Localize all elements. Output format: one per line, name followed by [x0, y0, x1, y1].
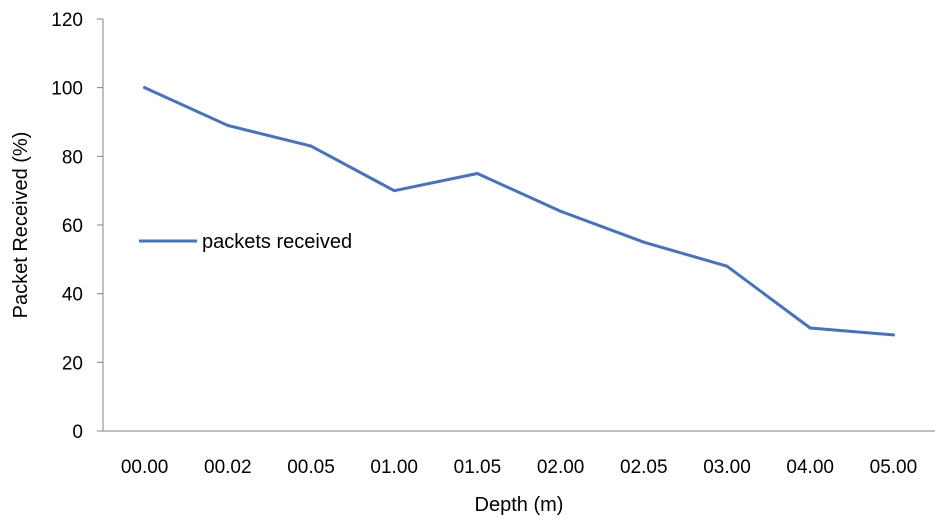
x-tick-label: 00.00: [121, 457, 169, 478]
x-tick-label: 05.00: [870, 457, 918, 478]
x-tick-label: 01.05: [454, 457, 502, 478]
y-tick-label: 0: [72, 422, 83, 443]
y-tick-label: 100: [51, 79, 83, 100]
x-axis-ticks: 00.00 00.02 00.05 01.00 01.05 02.00 02.05 03.00…: [121, 457, 917, 478]
y-tick-label: 40: [62, 285, 83, 306]
x-tick-label: 03.00: [703, 457, 751, 478]
y-axis-ticks: 0 20 40 60 80 100 120: [51, 10, 103, 443]
data-point: [226, 123, 230, 127]
data-point: [559, 209, 563, 213]
data-point: [725, 264, 729, 268]
series-line-packets-received: [143, 86, 895, 337]
data-point: [392, 189, 396, 193]
data-point: [891, 333, 895, 337]
axes: [102, 19, 935, 432]
x-axis-title: Depth (m): [475, 494, 564, 516]
data-point: [143, 86, 147, 90]
y-tick-label: 80: [62, 147, 83, 168]
x-tick-label: 01.00: [370, 457, 418, 478]
data-point: [309, 144, 313, 148]
x-tick-label: 00.05: [287, 457, 335, 478]
y-axis-title: Packet Received (%): [10, 132, 32, 319]
data-point: [808, 326, 812, 330]
y-tick-label: 20: [62, 353, 83, 374]
x-tick-label: 02.00: [537, 457, 585, 478]
y-tick-label: 60: [62, 216, 83, 237]
data-point: [642, 240, 646, 244]
x-tick-label: 02.05: [620, 457, 668, 478]
legend-label: packets received: [202, 231, 352, 253]
legend: packets received: [139, 231, 352, 253]
x-tick-label: 00.02: [204, 457, 252, 478]
series-layer: [143, 86, 895, 337]
x-tick-label: 04.00: [786, 457, 834, 478]
y-tick-label: 120: [51, 10, 83, 31]
data-point: [475, 172, 479, 175]
